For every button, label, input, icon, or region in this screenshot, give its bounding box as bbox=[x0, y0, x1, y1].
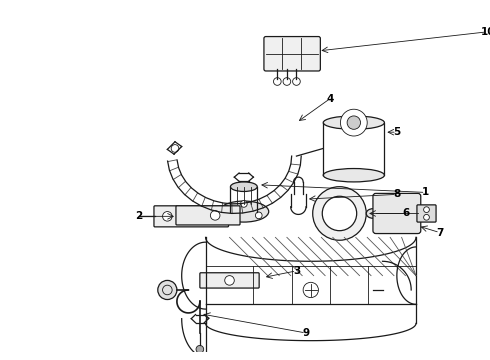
Circle shape bbox=[293, 78, 300, 85]
Text: 9: 9 bbox=[302, 328, 310, 338]
FancyBboxPatch shape bbox=[200, 273, 259, 288]
FancyBboxPatch shape bbox=[264, 37, 320, 71]
Circle shape bbox=[322, 196, 357, 231]
Circle shape bbox=[424, 207, 429, 212]
Circle shape bbox=[225, 276, 234, 285]
Circle shape bbox=[283, 78, 291, 85]
FancyBboxPatch shape bbox=[373, 193, 421, 234]
Circle shape bbox=[210, 211, 220, 220]
Text: 2: 2 bbox=[135, 211, 142, 221]
Circle shape bbox=[225, 212, 232, 219]
Text: 8: 8 bbox=[393, 189, 400, 199]
Circle shape bbox=[424, 215, 429, 220]
Circle shape bbox=[185, 210, 198, 223]
Circle shape bbox=[341, 109, 367, 136]
Circle shape bbox=[163, 212, 172, 221]
Text: 4: 4 bbox=[326, 94, 334, 104]
Text: 7: 7 bbox=[436, 228, 443, 238]
Circle shape bbox=[255, 212, 262, 219]
Ellipse shape bbox=[230, 182, 257, 192]
Text: 3: 3 bbox=[293, 266, 300, 276]
Text: 1: 1 bbox=[422, 188, 429, 197]
Text: 5: 5 bbox=[393, 127, 400, 137]
Circle shape bbox=[196, 346, 204, 353]
Text: 10: 10 bbox=[481, 27, 490, 37]
Circle shape bbox=[241, 201, 247, 207]
Text: 6: 6 bbox=[403, 208, 410, 219]
Circle shape bbox=[210, 212, 220, 221]
Ellipse shape bbox=[219, 201, 269, 222]
Circle shape bbox=[158, 280, 177, 300]
FancyBboxPatch shape bbox=[176, 206, 240, 225]
Ellipse shape bbox=[323, 168, 385, 182]
FancyBboxPatch shape bbox=[154, 206, 228, 227]
Ellipse shape bbox=[366, 209, 380, 218]
FancyBboxPatch shape bbox=[417, 205, 436, 222]
Circle shape bbox=[273, 78, 281, 85]
Ellipse shape bbox=[323, 116, 385, 129]
Circle shape bbox=[313, 187, 366, 240]
Circle shape bbox=[303, 282, 318, 298]
Circle shape bbox=[347, 116, 361, 129]
